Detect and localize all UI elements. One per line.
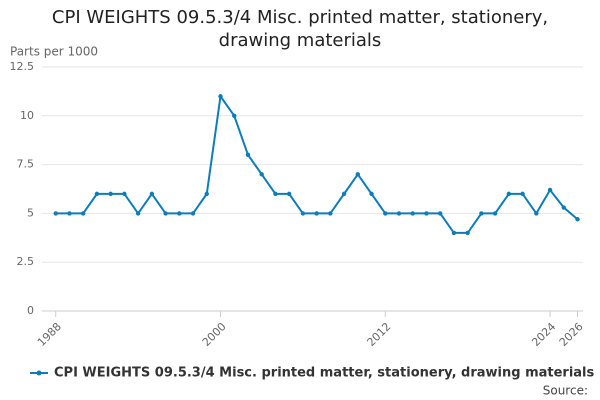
data-point bbox=[479, 211, 484, 216]
data-point bbox=[341, 191, 347, 197]
data-point bbox=[190, 211, 196, 216]
y-tick-label: 7.5 bbox=[17, 158, 35, 171]
data-point bbox=[80, 211, 86, 216]
data-point bbox=[204, 191, 209, 197]
chart-title: CPI WEIGHTS 09.5.3/4 Misc. printed matte… bbox=[51, 7, 549, 51]
data-point bbox=[300, 211, 306, 216]
source: Source: bbox=[543, 384, 588, 398]
data-point bbox=[492, 211, 498, 216]
data-point bbox=[383, 211, 388, 216]
legend-marker bbox=[36, 370, 42, 376]
data-point bbox=[53, 211, 58, 216]
data-point bbox=[506, 191, 512, 197]
data-point bbox=[135, 211, 141, 216]
data-point bbox=[108, 191, 113, 197]
data-point bbox=[410, 211, 415, 216]
data-point bbox=[273, 191, 278, 197]
data-point bbox=[547, 187, 553, 193]
x-tick-label: 2012 bbox=[365, 320, 394, 349]
data-point bbox=[451, 230, 457, 236]
data-point bbox=[437, 211, 443, 216]
data-point bbox=[67, 211, 72, 216]
data-point bbox=[575, 217, 580, 222]
y-tick-label: 0 bbox=[27, 304, 34, 317]
data-point bbox=[520, 191, 525, 197]
y-axis-label: Parts per 1000 bbox=[10, 45, 98, 59]
data-point bbox=[314, 211, 319, 216]
data-point bbox=[163, 211, 168, 216]
x-tick-label: 2024 bbox=[529, 320, 558, 349]
data-point bbox=[149, 191, 155, 197]
data-point bbox=[94, 191, 100, 197]
y-tick-label: 2.5 bbox=[17, 255, 35, 268]
data-point bbox=[259, 172, 264, 177]
y-tick-label: 12.5 bbox=[10, 60, 35, 73]
data-point bbox=[286, 191, 292, 197]
data-point bbox=[232, 113, 237, 119]
data-point bbox=[355, 172, 361, 177]
data-point bbox=[424, 211, 429, 216]
data-point bbox=[218, 94, 223, 99]
data-point bbox=[369, 191, 374, 197]
data-point bbox=[561, 205, 566, 210]
data-point bbox=[396, 211, 402, 216]
legend-label: CPI WEIGHTS 09.5.3/4 Misc. printed matte… bbox=[54, 366, 595, 381]
data-point bbox=[177, 211, 182, 216]
data-point bbox=[534, 211, 539, 216]
data-point bbox=[122, 191, 127, 197]
x-tick-label: 1988 bbox=[35, 320, 64, 349]
data-point bbox=[328, 211, 333, 216]
y-tick-label: 10 bbox=[20, 109, 34, 122]
x-tick-label: 2026 bbox=[557, 320, 586, 349]
data-point bbox=[245, 152, 251, 158]
y-tick-label: 5 bbox=[27, 206, 34, 219]
x-tick-label: 2000 bbox=[200, 320, 229, 349]
data-point bbox=[465, 230, 470, 236]
